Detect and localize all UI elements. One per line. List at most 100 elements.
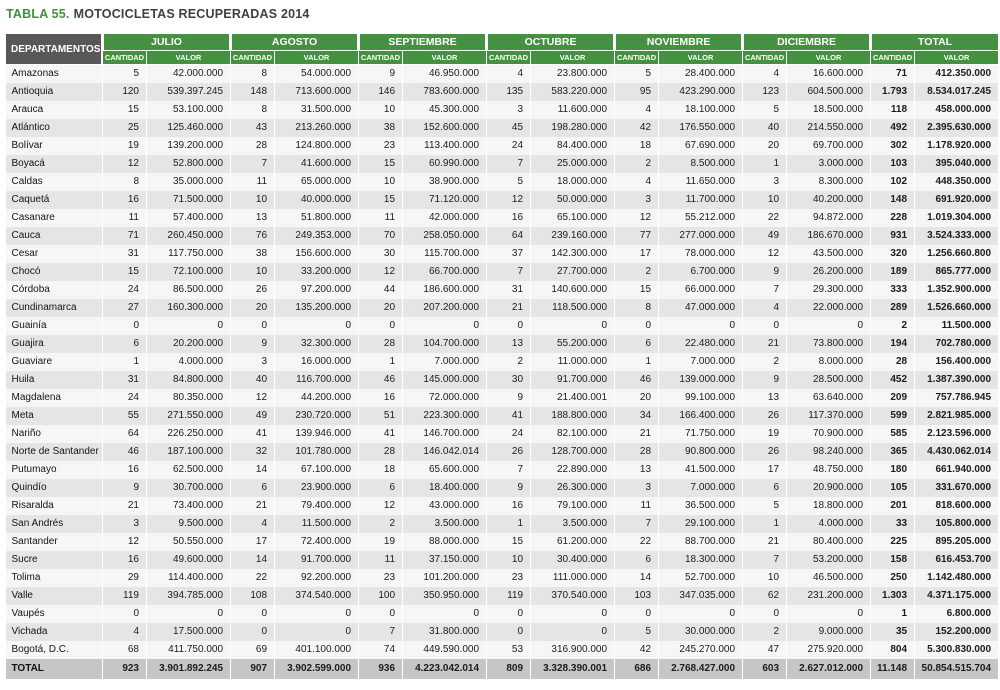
valor-cell: 4.371.175.000 [914,586,1000,605]
valor-cell: 188.800.000 [530,406,616,425]
valor-cell: 3.000.000 [786,154,872,173]
cantidad-cell: 100 [358,586,404,605]
cantidad-cell: 4 [742,64,788,83]
cantidad-cell: 8 [230,64,276,83]
valor-cell: 818.600.000 [914,496,1000,515]
table-row: Guajira 6 20.200.000 9 32.300.000 28 104.700.0… [5,334,1000,353]
valor-cell: 90.800.000 [658,442,744,461]
cantidad-cell: 34 [614,406,660,425]
valor-cell: 146.042.014 [402,442,488,461]
cantidad-cell: 6 [614,334,660,353]
valor-cell: 101.200.000 [402,568,488,587]
cantidad-cell: 45 [486,118,532,137]
cantidad-cell: 0 [102,604,147,623]
table-row: Chocó 15 72.100.000 10 33.200.000 12 66.700.00… [5,262,1000,281]
table-row: Vaupés 0 0 0 0 0 0 0 0 0 0 0 0 1 6.800.000 [5,604,1000,623]
cantidad-cell: 31 [486,280,532,299]
valor-cell: 111.000.000 [530,568,616,587]
valor-cell: 28.500.000 [786,370,872,389]
cantidad-cell: 23 [358,136,404,155]
subheader-noviembre-cantidad: CANTIDAD [614,50,660,65]
valor-cell: 7.000.000 [658,478,744,497]
valor-cell: 1.256.660.800 [914,244,1000,263]
cantidad-cell: 26 [230,280,276,299]
valor-cell: 9.000.000 [786,622,872,641]
department-name: Huila [5,370,103,389]
valor-cell: 9.500.000 [146,514,232,533]
cantidad-cell: 12 [230,388,276,407]
cantidad-cell: 7 [742,280,788,299]
department-name: Boyacá [5,154,103,173]
valor-cell: 101.780.000 [274,442,360,461]
valor-cell: 239.160.000 [530,226,616,245]
valor-cell: 114.400.000 [146,568,232,587]
cantidad-cell: 6 [358,478,404,497]
department-name: Tolima [5,568,103,587]
cantidad-cell: 22 [614,532,660,551]
cantidad-cell: 77 [614,226,660,245]
cantidad-cell: 3 [486,100,532,119]
valor-cell: 139.200.000 [146,136,232,155]
valor-cell: 105.800.000 [914,514,1000,533]
cantidad-cell: 16 [486,496,532,515]
valor-cell: 84.400.000 [530,136,616,155]
cantidad-cell: 5 [486,172,532,191]
valor-cell: 0 [658,316,744,335]
valor-cell: 29.100.000 [658,514,744,533]
valor-cell: 37.150.000 [402,550,488,569]
cantidad-cell: 35 [870,622,916,641]
cantidad-cell: 119 [102,586,147,605]
cantidad-cell: 12 [486,190,532,209]
cantidad-cell: 46 [358,370,404,389]
cantidad-cell: 29 [102,568,147,587]
valor-cell: 783.600.000 [402,82,488,101]
valor-cell: 411.750.000 [146,640,232,659]
valor-cell: 448.350.000 [914,172,1000,191]
valor-cell: 3.500.000 [530,514,616,533]
valor-cell: 50.000.000 [530,190,616,209]
cantidad-cell: 1 [742,514,788,533]
month-header-agosto: AGOSTO [229,33,360,51]
subheader-julio-valor: VALOR [145,50,232,65]
cantidad-cell: 12 [102,154,147,173]
valor-cell: 80.350.000 [146,388,232,407]
valor-cell: 214.550.000 [786,118,872,137]
cantidad-cell: 492 [870,118,916,137]
cantidad-cell: 25 [102,118,147,137]
valor-cell: 145.000.000 [402,370,488,389]
valor-cell: 11.500.000 [274,514,360,533]
valor-cell: 29.300.000 [786,280,872,299]
department-name: Vaupés [5,604,103,623]
cantidad-cell: 42 [614,118,660,137]
table-row: Caquetá 16 71.500.000 10 40.000.000 15 71.120.… [5,190,1000,209]
cantidad-cell: 41 [486,406,532,425]
department-name: Bogotá, D.C. [5,640,103,659]
cantidad-cell: 9 [742,262,788,281]
valor-cell: 176.550.000 [658,118,744,137]
valor-cell: 245.270.000 [658,640,744,659]
valor-cell: 207.200.000 [402,298,488,317]
cantidad-cell: 13 [614,460,660,479]
department-name: Amazonas [5,64,103,83]
cantidad-cell: 23 [486,568,532,587]
valor-cell: 50.550.000 [146,532,232,551]
valor-cell: 62.500.000 [146,460,232,479]
cantidad-cell: 6 [102,334,147,353]
valor-cell: 86.500.000 [146,280,232,299]
table-row: Santander 12 50.550.000 17 72.400.000 19 88.00… [5,532,1000,551]
department-name: Caquetá [5,190,103,209]
cantidad-cell: 11 [614,496,660,515]
valor-cell: 51.800.000 [274,208,360,227]
valor-cell: 347.035.000 [658,586,744,605]
valor-cell: 42.000.000 [146,64,232,83]
valor-cell: 7.000.000 [402,352,488,371]
cantidad-cell: 26 [742,406,788,425]
valor-cell: 0 [786,316,872,335]
valor-cell: 331.670.000 [914,478,1000,497]
cantidad-cell: 3 [614,478,660,497]
cantidad-cell: 22 [742,208,788,227]
table-row: Magdalena 24 80.350.000 12 44.200.000 16 72.00… [5,388,1000,407]
valor-cell: 260.450.000 [146,226,232,245]
valor-cell: 1.178.920.000 [914,136,1000,155]
department-name: Putumayo [5,460,103,479]
